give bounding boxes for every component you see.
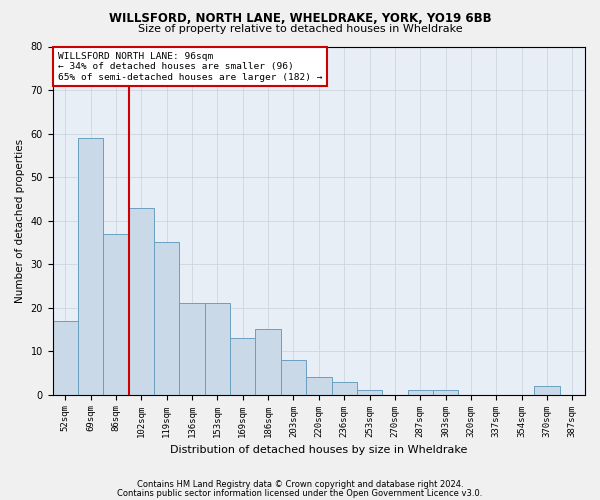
Text: Contains public sector information licensed under the Open Government Licence v3: Contains public sector information licen… — [118, 488, 482, 498]
Text: Size of property relative to detached houses in Wheldrake: Size of property relative to detached ho… — [137, 24, 463, 34]
Bar — [205, 304, 230, 394]
Bar — [154, 242, 179, 394]
Bar — [78, 138, 103, 394]
Bar — [53, 320, 78, 394]
Text: WILLSFORD, NORTH LANE, WHELDRAKE, YORK, YO19 6BB: WILLSFORD, NORTH LANE, WHELDRAKE, YORK, … — [109, 12, 491, 26]
Text: Contains HM Land Registry data © Crown copyright and database right 2024.: Contains HM Land Registry data © Crown c… — [137, 480, 463, 489]
X-axis label: Distribution of detached houses by size in Wheldrake: Distribution of detached houses by size … — [170, 445, 467, 455]
Bar — [179, 304, 205, 394]
Bar — [306, 378, 332, 394]
Bar — [256, 330, 281, 394]
Bar — [230, 338, 256, 394]
Bar — [357, 390, 382, 394]
Bar — [407, 390, 433, 394]
Bar — [103, 234, 129, 394]
Bar — [129, 208, 154, 394]
Y-axis label: Number of detached properties: Number of detached properties — [15, 138, 25, 302]
Bar — [535, 386, 560, 394]
Bar — [281, 360, 306, 394]
Bar — [332, 382, 357, 394]
Text: WILLSFORD NORTH LANE: 96sqm
← 34% of detached houses are smaller (96)
65% of sem: WILLSFORD NORTH LANE: 96sqm ← 34% of det… — [58, 52, 322, 82]
Bar — [433, 390, 458, 394]
